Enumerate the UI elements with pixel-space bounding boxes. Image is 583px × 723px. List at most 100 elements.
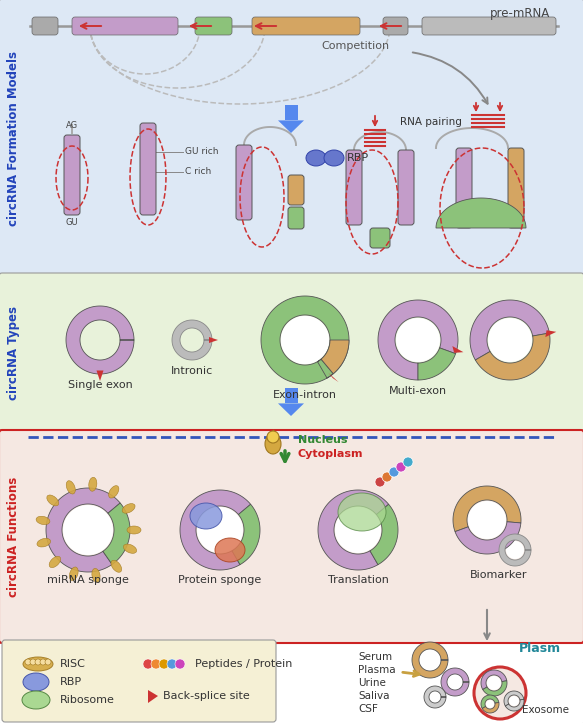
FancyBboxPatch shape [32, 17, 58, 35]
FancyBboxPatch shape [370, 228, 390, 248]
Bar [285, 105, 297, 121]
Ellipse shape [215, 538, 245, 562]
Ellipse shape [111, 560, 122, 573]
Polygon shape [278, 121, 304, 133]
Polygon shape [148, 690, 158, 703]
Text: Multi-exon: Multi-exon [389, 386, 447, 396]
Circle shape [267, 431, 279, 443]
Ellipse shape [37, 539, 51, 547]
Ellipse shape [49, 556, 61, 568]
Circle shape [448, 675, 462, 689]
Polygon shape [66, 306, 134, 374]
FancyBboxPatch shape [0, 430, 583, 643]
Text: miRNA sponge: miRNA sponge [47, 575, 129, 585]
Polygon shape [378, 300, 458, 380]
Polygon shape [441, 668, 469, 696]
Ellipse shape [122, 504, 135, 513]
Polygon shape [328, 373, 339, 382]
Ellipse shape [47, 495, 59, 506]
Polygon shape [455, 522, 521, 554]
Ellipse shape [66, 481, 75, 494]
Text: RISC: RISC [60, 659, 86, 669]
Polygon shape [453, 486, 521, 531]
Text: RNA pairing: RNA pairing [400, 117, 462, 127]
FancyBboxPatch shape [2, 640, 276, 722]
Text: RBP: RBP [347, 153, 369, 163]
Polygon shape [261, 296, 349, 384]
Ellipse shape [22, 691, 50, 709]
Text: C rich: C rich [185, 168, 211, 176]
Circle shape [175, 659, 185, 669]
Circle shape [474, 667, 526, 719]
FancyBboxPatch shape [456, 148, 472, 228]
FancyBboxPatch shape [398, 150, 414, 225]
Polygon shape [483, 681, 507, 696]
Text: Peptides / Protein: Peptides / Protein [195, 659, 293, 669]
Circle shape [382, 472, 392, 482]
Text: circRNA Functions: circRNA Functions [8, 476, 20, 596]
Ellipse shape [108, 486, 119, 498]
Polygon shape [278, 403, 304, 416]
Ellipse shape [23, 673, 49, 691]
Circle shape [143, 659, 153, 669]
Text: Protein sponge: Protein sponge [178, 575, 262, 585]
Polygon shape [418, 348, 455, 380]
FancyBboxPatch shape [288, 207, 304, 229]
Polygon shape [481, 695, 499, 709]
Text: AG: AG [66, 121, 78, 130]
Text: Plasm: Plasm [519, 642, 561, 655]
FancyBboxPatch shape [0, 273, 583, 434]
Polygon shape [499, 534, 531, 566]
Text: circRNA Formation Models: circRNA Formation Models [8, 51, 20, 226]
FancyBboxPatch shape [72, 17, 178, 35]
Text: Nucleus: Nucleus [298, 435, 347, 445]
Circle shape [159, 659, 169, 669]
FancyBboxPatch shape [252, 17, 360, 35]
Text: Intronic: Intronic [171, 366, 213, 376]
Polygon shape [424, 686, 446, 708]
Circle shape [403, 457, 413, 467]
Text: RBP: RBP [60, 677, 82, 687]
Text: GU: GU [66, 218, 78, 227]
Circle shape [30, 659, 36, 665]
Ellipse shape [324, 150, 344, 166]
FancyBboxPatch shape [0, 0, 583, 277]
Text: Urine: Urine [358, 678, 386, 688]
FancyBboxPatch shape [288, 175, 304, 205]
Circle shape [167, 659, 177, 669]
Polygon shape [436, 198, 526, 228]
Circle shape [40, 659, 46, 665]
Polygon shape [232, 504, 260, 565]
Polygon shape [505, 699, 524, 711]
Polygon shape [412, 642, 448, 678]
Circle shape [509, 696, 519, 706]
Circle shape [63, 505, 113, 555]
Text: Back-splice site: Back-splice site [163, 691, 250, 701]
Circle shape [45, 659, 51, 665]
Polygon shape [321, 340, 349, 374]
Circle shape [25, 659, 31, 665]
Polygon shape [281, 316, 329, 364]
Polygon shape [481, 670, 507, 690]
FancyBboxPatch shape [383, 17, 408, 35]
Text: CSF: CSF [358, 704, 378, 714]
Polygon shape [180, 490, 251, 570]
Circle shape [396, 318, 440, 362]
Circle shape [506, 541, 524, 559]
Text: circRNA Types: circRNA Types [8, 307, 20, 401]
Circle shape [420, 650, 440, 670]
Circle shape [488, 318, 532, 362]
Ellipse shape [36, 516, 50, 525]
Text: Competition: Competition [321, 41, 389, 51]
Ellipse shape [190, 503, 222, 529]
Ellipse shape [69, 567, 78, 581]
Polygon shape [470, 300, 549, 360]
Circle shape [468, 501, 506, 539]
Bar [285, 388, 297, 403]
Ellipse shape [127, 526, 141, 534]
Polygon shape [545, 330, 556, 337]
Ellipse shape [265, 434, 281, 454]
FancyBboxPatch shape [64, 135, 80, 215]
Polygon shape [103, 503, 130, 565]
Text: Exosome: Exosome [522, 705, 569, 715]
